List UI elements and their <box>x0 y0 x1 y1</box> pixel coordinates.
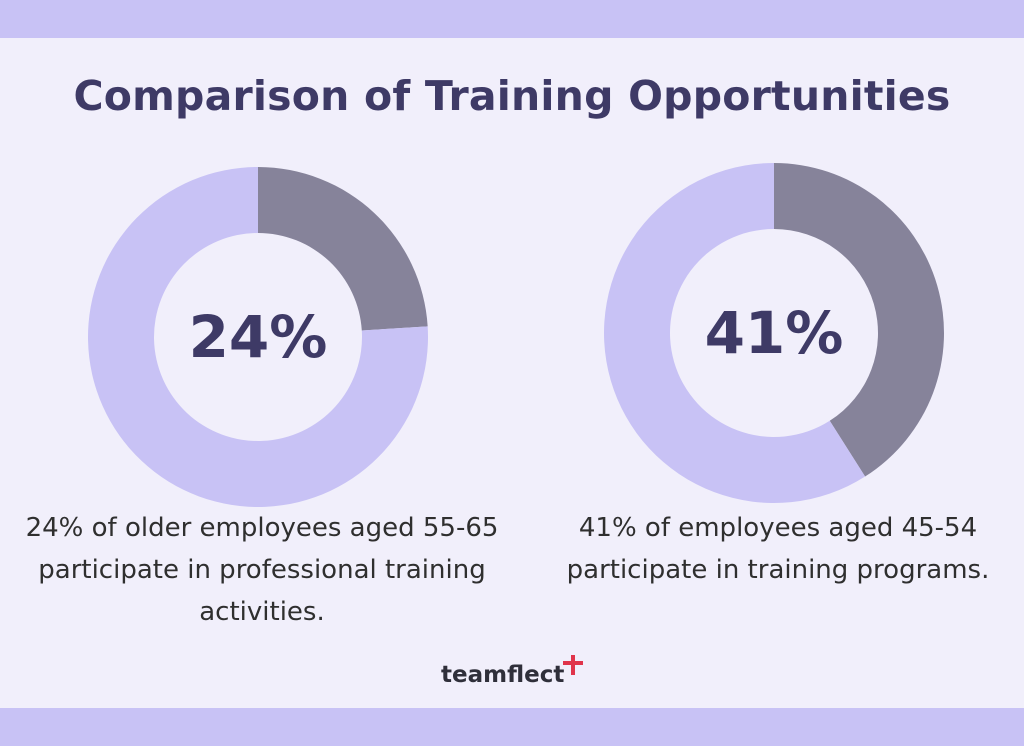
page-title: Comparison of Training Opportunities <box>73 72 951 120</box>
donut-2-center-label: 41% <box>705 299 844 367</box>
top-band <box>0 0 1024 38</box>
donut-1-slice-2 <box>88 167 429 507</box>
donut-chart-1: 24% <box>88 167 429 507</box>
caption-older-employees: 24% of older employees aged 55-65 partic… <box>25 513 499 627</box>
donut-1-slice-1 <box>258 167 428 331</box>
donut-2-slice-2 <box>603 163 866 503</box>
teamflect-logo: teamflect <box>441 662 565 688</box>
caption-employees-45-54: 41% of employees aged 45-54 participate … <box>566 513 990 585</box>
donut-chart-2: 41% <box>603 163 944 503</box>
plus-icon <box>563 655 583 675</box>
donut-2-slice-1 <box>774 163 944 477</box>
bottom-band <box>0 708 1024 746</box>
donut-1-slices <box>88 167 429 507</box>
donut-1-center-label: 24% <box>189 303 328 371</box>
donut-2-slices <box>603 163 944 503</box>
